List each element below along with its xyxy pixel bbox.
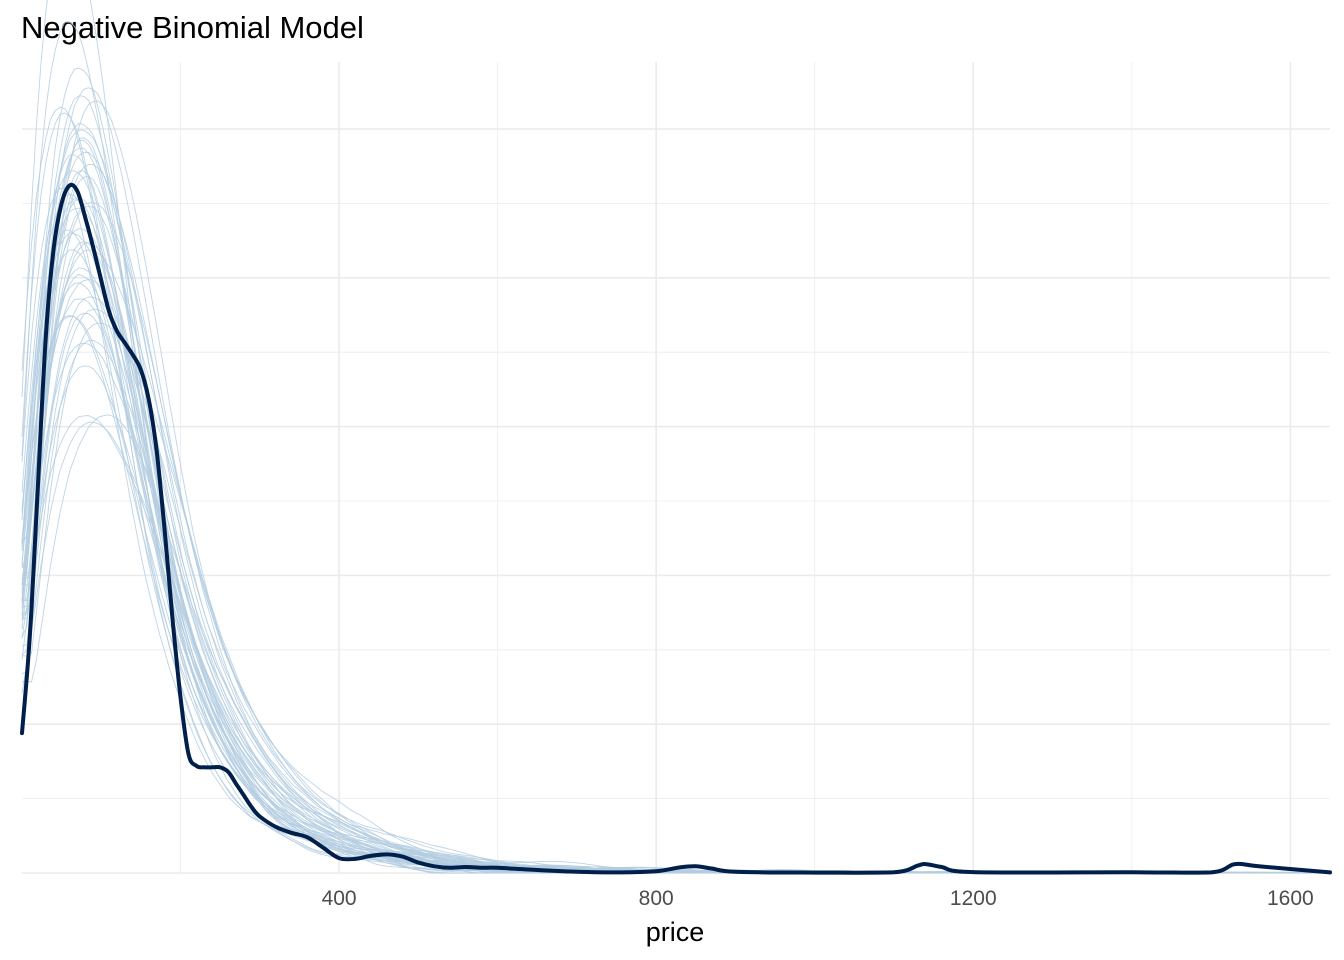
replicate-density-lines [21,0,1331,874]
replicate-line [21,340,1330,874]
x-tick-label: 400 [322,887,357,910]
replicate-line [21,241,1330,874]
replicate-line [21,249,1330,874]
replicate-line [21,342,1331,874]
x-axis-title: price [646,917,705,947]
chart-title: Negative Binomial Model [21,10,364,45]
replicate-line [21,106,1330,874]
replicate-line [21,315,1330,874]
replicate-line [21,421,1330,874]
replicate-line [21,242,1330,874]
replicate-line [21,308,1330,874]
replicate-line [21,365,1330,874]
replicate-line [21,87,1330,874]
replicate-line [21,193,1330,874]
replicate-line [21,278,1330,874]
x-tick-label: 800 [639,887,674,910]
replicate-line [21,273,1330,874]
replicate-line [21,198,1331,874]
replicate-line [21,207,1330,874]
replicate-line [21,312,1330,874]
replicate-line [21,201,1330,874]
replicate-line [21,249,1330,874]
replicate-line [21,296,1330,874]
replicate-line [21,228,1330,874]
replicate-line [21,67,1330,874]
replicate-line [21,112,1330,874]
x-axis-tick-labels: 400 800 1200 1600 [322,887,1314,910]
observed-line [20,182,1332,875]
replicate-line [21,298,1330,874]
replicate-line [21,322,1331,874]
replicate-line [21,0,1330,874]
replicate-line [21,232,1330,874]
replicate-line [21,282,1331,874]
replicate-line [21,187,1330,874]
replicate-line [21,315,1330,874]
replicate-line [21,205,1330,874]
replicate-line [21,151,1330,874]
observed-density-line [20,182,1332,875]
replicate-line [21,198,1330,874]
replicate-line [21,229,1330,874]
replicate-line [21,147,1331,874]
grid-lines [22,62,1330,874]
x-tick-label: 1200 [950,887,997,910]
replicate-line [21,122,1330,874]
x-tick-label: 1600 [1267,887,1314,910]
